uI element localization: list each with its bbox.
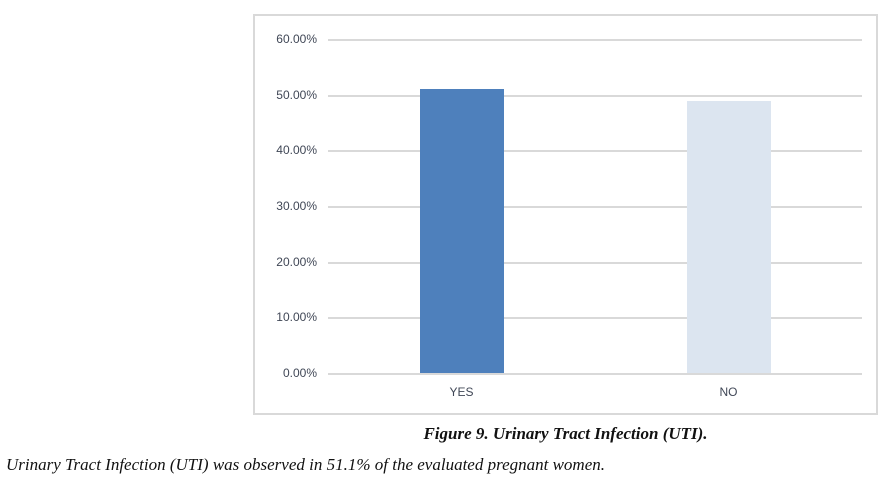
y-tick-label: 40.00% (276, 143, 317, 157)
y-tick-label: 10.00% (276, 310, 317, 324)
gridline (328, 317, 862, 319)
gridline (328, 206, 862, 208)
bar-no (687, 101, 771, 373)
y-tick-label: 30.00% (276, 199, 317, 213)
x-category-label: YES (449, 385, 474, 399)
y-tick-label: 50.00% (276, 88, 317, 102)
y-tick-label: 20.00% (276, 255, 317, 269)
gridline (328, 262, 862, 264)
bar-yes (420, 89, 504, 373)
gridline (328, 373, 862, 375)
gridline (328, 95, 862, 97)
y-tick-label: 60.00% (276, 32, 317, 46)
x-category-label: NO (719, 385, 738, 399)
gridline (328, 39, 862, 41)
gridline (328, 150, 862, 152)
figure-caption: Figure 9. Urinary Tract Infection (UTI). (423, 424, 708, 443)
chart-frame: 60.00% 50.00% 40.00% 30.00% 20.00% 10.00% 0.00… (253, 14, 878, 415)
figure-note: Urinary Tract Infection (UTI) was observ… (6, 455, 606, 474)
y-tick-label: 0.00% (282, 366, 317, 380)
plot-area (328, 39, 862, 375)
